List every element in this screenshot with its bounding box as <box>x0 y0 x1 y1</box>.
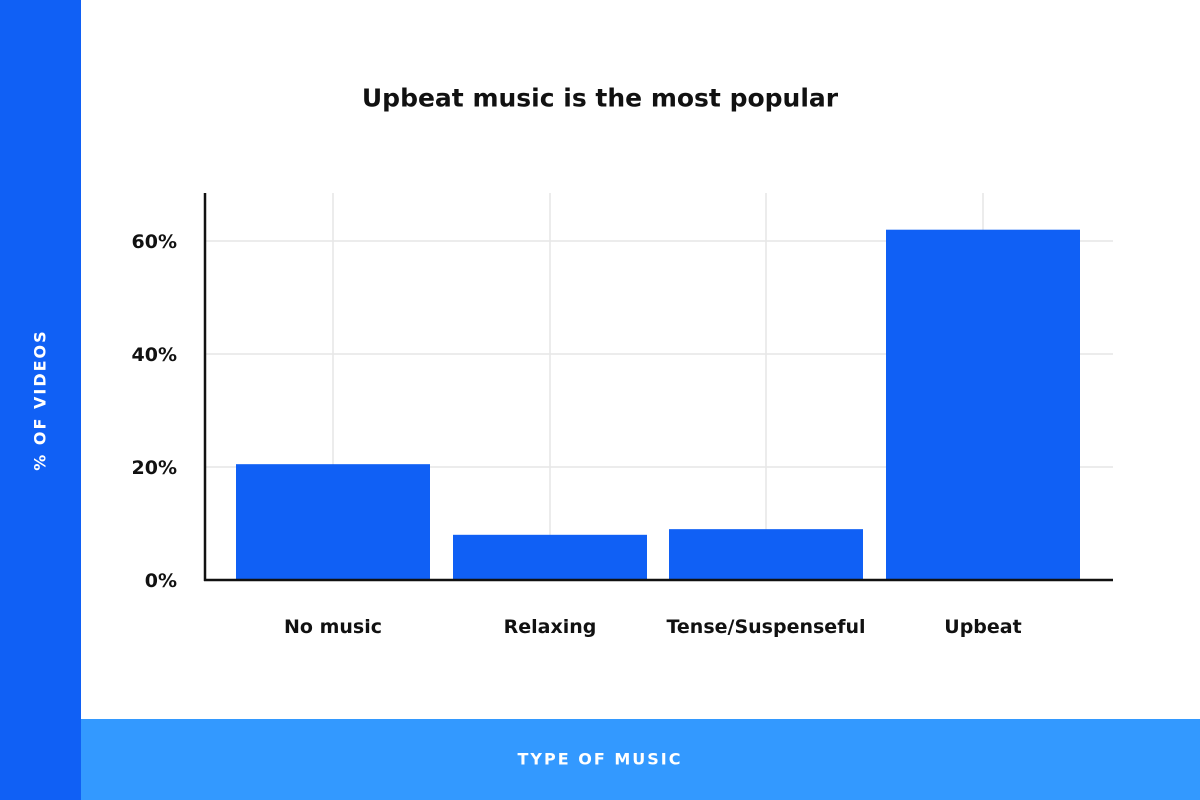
x-tick-label: Relaxing <box>504 616 597 638</box>
bar-tense-suspenseful <box>669 529 863 580</box>
y-axis-label-band: % OF VIDEOS <box>0 0 81 800</box>
bar-no-music <box>236 464 430 580</box>
x-axis-label-band: TYPE OF MUSIC <box>81 719 1200 800</box>
bar-chart: 0% 20% 40% 60% No music Relaxing Tense/Suspens… <box>132 193 1113 638</box>
bar-upbeat <box>886 229 1080 580</box>
x-tick-label: Tense/Suspenseful <box>666 616 865 638</box>
y-tick-label: 0% <box>145 570 177 592</box>
bar-relaxing <box>453 534 647 580</box>
x-axis-title: TYPE OF MUSIC <box>517 749 683 769</box>
x-tick-label: Upbeat <box>944 616 1021 638</box>
chart-title: Upbeat music is the most popular <box>361 83 839 113</box>
x-tick-label: No music <box>284 616 382 638</box>
y-tick-label: 40% <box>132 344 177 366</box>
y-tick-label: 20% <box>132 457 177 479</box>
y-tick-label: 60% <box>132 231 177 253</box>
